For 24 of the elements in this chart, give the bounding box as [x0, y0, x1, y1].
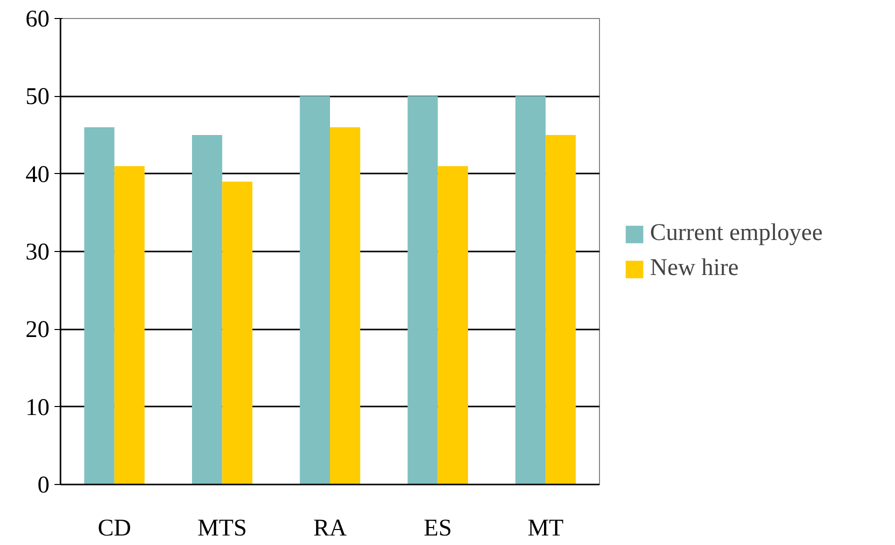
y-tick-label: 50 — [26, 84, 50, 110]
bar — [438, 166, 468, 484]
y-tick-label: 60 — [26, 6, 50, 32]
bar — [114, 166, 145, 484]
y-tick-label: 20 — [26, 317, 50, 344]
x-tick-label: RA — [313, 516, 348, 542]
bar — [222, 182, 252, 484]
bar — [546, 135, 576, 484]
x-tick-label: MT — [528, 516, 564, 542]
bar — [515, 96, 546, 484]
x-tick-label: MTS — [198, 516, 247, 542]
legend-label: New hire — [650, 255, 739, 282]
bar — [408, 96, 438, 484]
x-tick-label: ES — [424, 516, 452, 542]
y-tick-label: 0 — [38, 472, 50, 498]
bar — [192, 135, 222, 484]
y-tick-label: 30 — [26, 240, 50, 266]
legend-label: Current employee — [650, 220, 823, 247]
x-tick-label: CD — [98, 516, 132, 542]
y-tick-label: 40 — [26, 162, 50, 188]
y-tick-label: 10 — [26, 394, 50, 421]
bar — [300, 96, 330, 484]
bar — [84, 127, 114, 484]
bar — [330, 127, 360, 484]
